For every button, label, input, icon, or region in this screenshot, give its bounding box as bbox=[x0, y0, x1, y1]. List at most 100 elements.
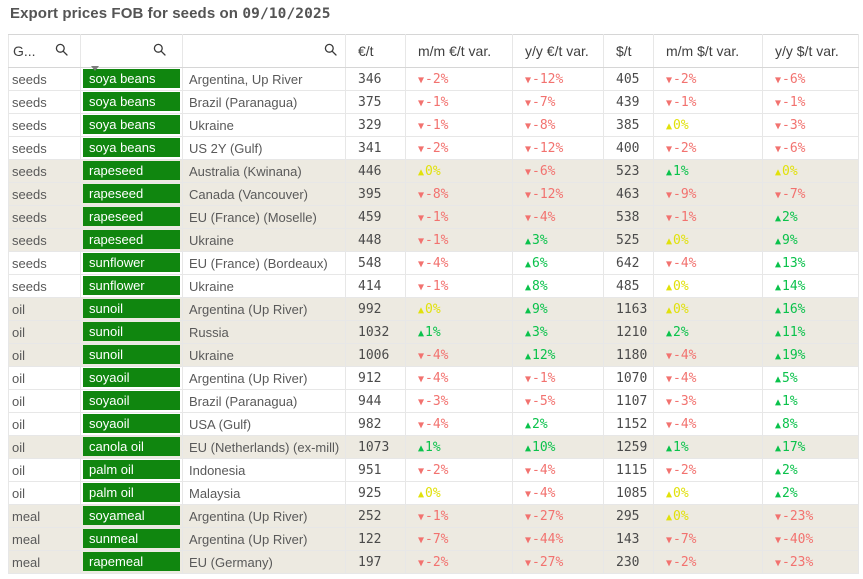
product-chip[interactable]: soyaoil bbox=[83, 391, 180, 410]
product-chip[interactable]: palm oil bbox=[83, 460, 180, 479]
cell-origin[interactable]: EU (Netherlands) (ex-mill) bbox=[182, 435, 346, 459]
cell-group[interactable]: seeds bbox=[8, 205, 81, 229]
cell-group[interactable]: oil bbox=[8, 435, 81, 459]
cell-product[interactable]: rapeseed bbox=[80, 159, 183, 183]
cell-product[interactable]: rapeseed bbox=[80, 228, 183, 252]
cell-group[interactable]: seeds bbox=[8, 251, 81, 275]
cell-group[interactable]: oil bbox=[8, 412, 81, 436]
cell-group[interactable]: seeds bbox=[8, 274, 81, 298]
cell-group[interactable]: seeds bbox=[8, 90, 81, 114]
cell-group[interactable]: oil bbox=[8, 343, 81, 367]
cell-group[interactable]: oil bbox=[8, 320, 81, 344]
product-chip[interactable]: rapeseed bbox=[83, 207, 180, 226]
cell-group[interactable]: oil bbox=[8, 297, 81, 321]
product-chip[interactable]: sunoil bbox=[83, 322, 180, 341]
cell-origin[interactable]: EU (Germany) bbox=[182, 550, 346, 574]
cell-origin[interactable]: Argentina (Up River) bbox=[182, 366, 346, 390]
cell-product[interactable]: sunmeal bbox=[80, 527, 183, 551]
cell-origin[interactable]: Argentina (Up River) bbox=[182, 504, 346, 528]
column-header-origin[interactable] bbox=[182, 34, 346, 68]
cell-origin[interactable]: EU (France) (Moselle) bbox=[182, 205, 346, 229]
product-chip[interactable]: rapeseed bbox=[83, 184, 180, 203]
cell-origin[interactable]: Argentina, Up River bbox=[182, 67, 346, 91]
cell-product[interactable]: canola oil bbox=[80, 435, 183, 459]
cell-product[interactable]: rapeseed bbox=[80, 182, 183, 206]
cell-group[interactable]: seeds bbox=[8, 113, 81, 137]
cell-origin[interactable]: Ukraine bbox=[182, 343, 346, 367]
cell-group[interactable]: oil bbox=[8, 481, 81, 505]
cell-group[interactable]: oil bbox=[8, 366, 81, 390]
cell-origin[interactable]: EU (France) (Bordeaux) bbox=[182, 251, 346, 275]
cell-product[interactable]: soyaoil bbox=[80, 412, 183, 436]
cell-origin[interactable]: Ukraine bbox=[182, 228, 346, 252]
cell-product[interactable]: rapemeal bbox=[80, 550, 183, 574]
column-header-yy-usd-var[interactable]: y/y $/t var. bbox=[762, 34, 859, 68]
column-header-product[interactable] bbox=[80, 34, 183, 68]
cell-product[interactable]: soya beans bbox=[80, 90, 183, 114]
cell-origin[interactable]: Brazil (Paranagua) bbox=[182, 389, 346, 413]
cell-origin[interactable]: Ukraine bbox=[182, 274, 346, 298]
cell-origin[interactable]: Malaysia bbox=[182, 481, 346, 505]
cell-origin[interactable]: Indonesia bbox=[182, 458, 346, 482]
cell-product[interactable]: soya beans bbox=[80, 113, 183, 137]
cell-product[interactable]: sunoil bbox=[80, 297, 183, 321]
column-header-mm-usd-var[interactable]: m/m $/t var. bbox=[653, 34, 763, 68]
search-icon[interactable] bbox=[153, 43, 166, 59]
cell-group[interactable]: seeds bbox=[8, 67, 81, 91]
product-chip[interactable]: soyameal bbox=[83, 506, 180, 525]
column-header-group[interactable]: G... bbox=[8, 34, 81, 68]
cell-product[interactable]: soyaoil bbox=[80, 366, 183, 390]
product-chip[interactable]: rapeseed bbox=[83, 161, 180, 180]
cell-group[interactable]: oil bbox=[8, 458, 81, 482]
column-header-usd-per-t[interactable]: $/t bbox=[603, 34, 654, 68]
search-icon[interactable] bbox=[324, 43, 337, 59]
product-chip[interactable]: soya beans bbox=[83, 92, 180, 111]
product-chip[interactable]: soya beans bbox=[83, 138, 180, 157]
cell-origin[interactable]: US 2Y (Gulf) bbox=[182, 136, 346, 160]
cell-product[interactable]: sunflower bbox=[80, 274, 183, 298]
cell-origin[interactable]: Argentina (Up River) bbox=[182, 297, 346, 321]
cell-product[interactable]: soya beans bbox=[80, 67, 183, 91]
cell-group[interactable]: seeds bbox=[8, 136, 81, 160]
cell-group[interactable]: meal bbox=[8, 550, 81, 574]
product-chip[interactable]: sunmeal bbox=[83, 529, 180, 548]
cell-product[interactable]: sunoil bbox=[80, 343, 183, 367]
cell-product[interactable]: sunoil bbox=[80, 320, 183, 344]
cell-product[interactable]: palm oil bbox=[80, 481, 183, 505]
cell-product[interactable]: soyaoil bbox=[80, 389, 183, 413]
column-header-mm-eur-var[interactable]: m/m €/t var. bbox=[405, 34, 513, 68]
cell-group[interactable]: seeds bbox=[8, 159, 81, 183]
product-chip[interactable]: soyaoil bbox=[83, 368, 180, 387]
cell-origin[interactable]: Brazil (Paranagua) bbox=[182, 90, 346, 114]
cell-group[interactable]: meal bbox=[8, 527, 81, 551]
product-chip[interactable]: sunflower bbox=[83, 276, 180, 295]
product-chip[interactable]: sunoil bbox=[83, 299, 180, 318]
product-chip[interactable]: soya beans bbox=[83, 69, 180, 88]
cell-product[interactable]: palm oil bbox=[80, 458, 183, 482]
product-chip[interactable]: rapeseed bbox=[83, 230, 180, 249]
product-chip[interactable]: canola oil bbox=[83, 437, 180, 456]
product-chip[interactable]: sunflower bbox=[83, 253, 180, 272]
cell-origin[interactable]: Ukraine bbox=[182, 113, 346, 137]
column-header-yy-eur-var[interactable]: y/y €/t var. bbox=[512, 34, 604, 68]
cell-group[interactable]: seeds bbox=[8, 228, 81, 252]
cell-origin[interactable]: Australia (Kwinana) bbox=[182, 159, 346, 183]
cell-group[interactable]: meal bbox=[8, 504, 81, 528]
product-chip[interactable]: soya beans bbox=[83, 115, 180, 134]
cell-origin[interactable]: USA (Gulf) bbox=[182, 412, 346, 436]
cell-product[interactable]: sunflower bbox=[80, 251, 183, 275]
product-chip[interactable]: soyaoil bbox=[83, 414, 180, 433]
cell-product[interactable]: soya beans bbox=[80, 136, 183, 160]
product-chip[interactable]: palm oil bbox=[83, 483, 180, 502]
product-chip[interactable]: rapemeal bbox=[83, 552, 180, 571]
cell-product[interactable]: soyameal bbox=[80, 504, 183, 528]
product-chip[interactable]: sunoil bbox=[83, 345, 180, 364]
column-header-eur-per-t[interactable]: €/t bbox=[345, 34, 406, 68]
cell-group[interactable]: oil bbox=[8, 389, 81, 413]
cell-group[interactable]: seeds bbox=[8, 182, 81, 206]
cell-origin[interactable]: Argentina (Up River) bbox=[182, 527, 346, 551]
cell-product[interactable]: rapeseed bbox=[80, 205, 183, 229]
search-icon[interactable] bbox=[55, 43, 68, 59]
cell-origin[interactable]: Canada (Vancouver) bbox=[182, 182, 346, 206]
cell-origin[interactable]: Russia bbox=[182, 320, 346, 344]
